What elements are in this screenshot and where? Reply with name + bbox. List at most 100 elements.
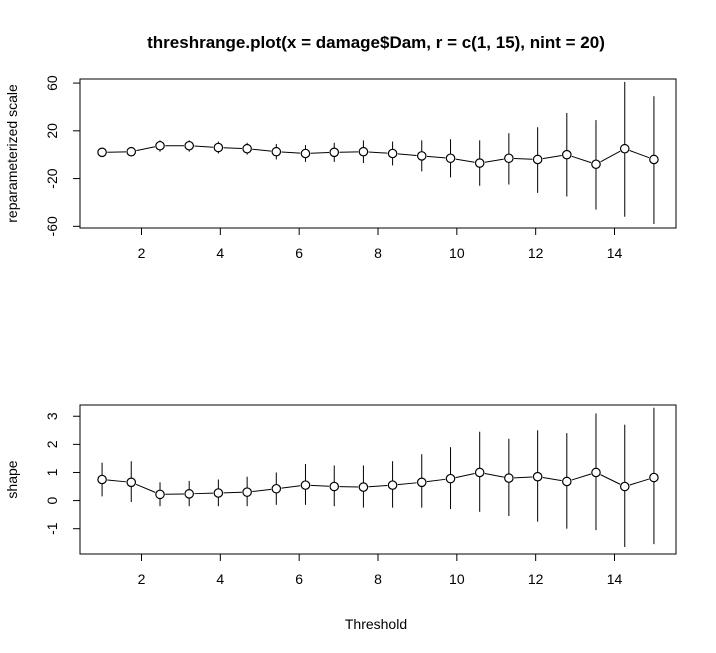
connector-line — [484, 472, 504, 478]
connector-line — [135, 483, 156, 493]
data-point — [155, 140, 165, 151]
connector-line — [252, 148, 272, 152]
x-tick-label: 12 — [528, 571, 544, 587]
scale-panel: 2 4 6 8 10 12 14 -60 -20 20 60 reparameterized scal… — [4, 75, 677, 261]
data-point — [416, 151, 427, 161]
connector-line — [629, 150, 650, 159]
data-point — [184, 489, 194, 499]
connector-line — [514, 476, 533, 479]
data-point — [213, 488, 224, 498]
data-point — [126, 477, 137, 488]
chart-title: threshrange.plot(x = damage$Dam, r = c(1… — [147, 33, 605, 52]
data-point — [155, 489, 165, 500]
data-point — [242, 143, 252, 154]
connector-line — [571, 473, 592, 481]
y-tick-label: -1 — [44, 522, 60, 535]
data-point — [504, 153, 514, 164]
y-tick-label: 60 — [44, 75, 60, 91]
data-point — [358, 146, 369, 157]
x-tick-label: 4 — [216, 571, 224, 587]
x-tick-label: 4 — [216, 245, 224, 261]
connector-line — [426, 155, 446, 159]
y-tick-label: 2 — [44, 440, 60, 448]
connector-line — [223, 491, 242, 494]
connector-line — [542, 155, 562, 160]
x-axis-label: Threshold — [345, 616, 407, 632]
connector-line — [629, 478, 650, 486]
y-tick-label: 20 — [44, 123, 60, 139]
data-point — [532, 154, 543, 165]
x-tick-label: 10 — [449, 571, 465, 587]
data-point — [300, 480, 311, 490]
y-axis-label: shape — [4, 460, 20, 498]
x-tick-label: 8 — [374, 245, 382, 261]
data-point — [445, 153, 456, 164]
data-point — [445, 473, 456, 484]
connector-line — [600, 474, 621, 485]
x-tick-label: 8 — [374, 571, 382, 587]
data-point — [97, 147, 107, 158]
x-tick-label: 2 — [138, 571, 146, 587]
connector-line — [194, 145, 214, 148]
connector-line — [397, 153, 417, 156]
connector-line — [310, 152, 330, 154]
connector-line — [310, 484, 330, 487]
connector-line — [368, 151, 388, 154]
data-point — [649, 472, 659, 483]
connector-line — [455, 158, 475, 163]
data-point — [562, 476, 572, 487]
connector-line — [136, 146, 156, 152]
y-tick-label: -20 — [44, 168, 60, 188]
data-point — [474, 158, 485, 168]
connector-line — [426, 478, 446, 483]
data-point — [474, 467, 485, 478]
x-tick-label: 2 — [138, 245, 146, 261]
connector-line — [281, 485, 301, 489]
data-point — [329, 147, 340, 158]
data-point — [649, 154, 659, 165]
data-point — [184, 140, 194, 151]
y-tick-label: 3 — [44, 412, 60, 420]
data-point — [97, 474, 107, 485]
connector-line — [542, 477, 562, 482]
plot-frame — [79, 404, 677, 555]
data-point — [213, 142, 224, 153]
y-tick-label: 0 — [44, 496, 60, 504]
data-point — [387, 480, 398, 490]
data-point — [591, 467, 601, 478]
connector-line — [455, 473, 475, 479]
connector-line — [194, 492, 214, 495]
connector-line — [368, 484, 388, 488]
data-point — [329, 481, 340, 492]
connector-line — [514, 157, 533, 160]
data-point — [619, 143, 630, 154]
data-point — [562, 149, 572, 160]
connector-line — [107, 479, 127, 483]
connector-line — [397, 482, 417, 486]
y-tick-label: 1 — [44, 468, 60, 476]
data-point — [619, 481, 630, 492]
connector-line — [223, 147, 242, 150]
x-tick-label: 10 — [449, 245, 465, 261]
connector-line — [600, 150, 621, 163]
x-tick-label: 6 — [295, 245, 303, 261]
data-point — [591, 159, 601, 170]
x-tick-label: 6 — [295, 571, 303, 587]
data-point — [504, 473, 514, 483]
x-tick-label: 14 — [607, 571, 623, 587]
x-tick-label: 12 — [528, 245, 544, 261]
connector-line — [484, 158, 504, 163]
connector-line — [571, 155, 592, 164]
y-axis-label: reparameterized scale — [4, 84, 20, 223]
data-point — [387, 148, 398, 159]
data-point — [416, 477, 427, 488]
data-point — [532, 471, 543, 482]
connector-line — [281, 151, 301, 154]
y-tick-label: -60 — [44, 216, 60, 236]
connector-line — [252, 488, 272, 493]
plot-frame — [79, 78, 677, 229]
data-point — [300, 148, 311, 159]
x-tick-label: 14 — [607, 245, 623, 261]
